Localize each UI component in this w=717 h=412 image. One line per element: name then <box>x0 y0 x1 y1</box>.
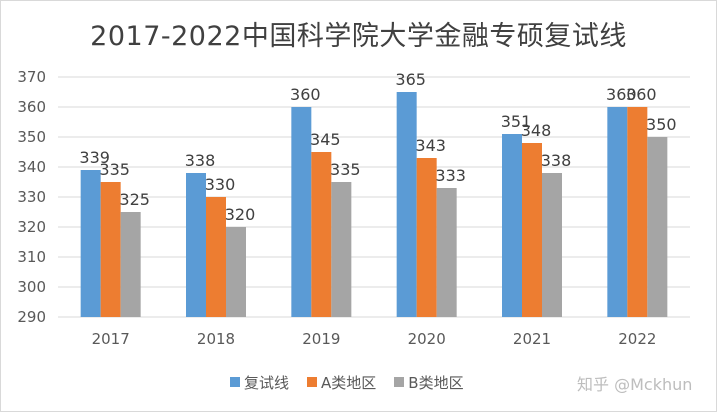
data-label: 335 <box>99 160 130 179</box>
bar <box>80 170 101 317</box>
y-tick-label: 300 <box>17 278 46 296</box>
y-tick-label: 350 <box>17 128 46 146</box>
data-label: 360 <box>626 85 657 104</box>
legend-item: B类地区 <box>394 372 464 393</box>
bar <box>416 158 437 317</box>
legend-swatch <box>394 377 405 387</box>
watermark: 知乎 @Mckhun <box>577 375 693 394</box>
x-tick-label: 2017 <box>92 330 130 348</box>
x-tick-label: 2018 <box>197 330 235 348</box>
legend: 复试线 A类地区 B类地区 <box>230 372 464 392</box>
data-label: 360 <box>606 85 637 104</box>
legend-swatch <box>230 377 240 387</box>
bar <box>647 137 668 317</box>
data-label: 350 <box>646 115 677 134</box>
data-label: 360 <box>290 85 321 104</box>
legend-item: A类地区 <box>307 372 376 393</box>
legend-label: B类地区 <box>408 373 464 392</box>
data-label: 338 <box>185 151 216 170</box>
y-tick-label: 360 <box>17 98 46 116</box>
data-label: 320 <box>225 205 256 224</box>
legend-label: A类地区 <box>321 373 377 392</box>
data-label: 339 <box>79 148 110 167</box>
x-tick-label: 2021 <box>513 330 551 348</box>
bar <box>607 107 628 317</box>
y-tick-label: 310 <box>17 248 46 266</box>
y-tick-label: 340 <box>17 158 46 176</box>
bars <box>80 92 668 317</box>
data-label: 365 <box>395 70 426 89</box>
bar <box>226 227 246 317</box>
y-tick-label: 370 <box>17 68 46 86</box>
data-label: 325 <box>119 190 150 209</box>
bar <box>436 188 457 317</box>
gridlines <box>58 76 690 318</box>
chart-title: 2017-2022中国科学院大学金融专硕复试线 <box>90 21 627 52</box>
x-tick-label: 2020 <box>408 330 446 348</box>
data-label: 338 <box>541 151 572 170</box>
data-label: 330 <box>205 175 236 194</box>
legend-label: 复试线 <box>244 373 290 392</box>
bar <box>206 197 226 317</box>
bar <box>502 134 522 317</box>
data-label: 343 <box>415 136 446 155</box>
bar <box>396 92 417 317</box>
y-tick-label: 330 <box>17 188 46 206</box>
data-label: 348 <box>521 121 552 140</box>
bar <box>100 182 121 317</box>
bar <box>311 152 332 317</box>
y-tick-label: 320 <box>17 218 46 236</box>
y-axis: 290 300 310 320 330 340 350 360 370 <box>17 68 46 326</box>
bar <box>627 107 648 317</box>
data-label: 335 <box>330 160 361 179</box>
legend-swatch <box>307 377 318 387</box>
data-label: 345 <box>310 130 341 149</box>
y-tick-label: 290 <box>17 308 46 326</box>
bar <box>331 182 352 317</box>
bar <box>291 107 312 317</box>
data-label: 351 <box>501 112 532 131</box>
bar <box>522 143 542 317</box>
data-label: 333 <box>435 166 466 185</box>
bar <box>186 173 206 317</box>
bar <box>120 212 141 317</box>
legend-item: 复试线 <box>230 372 289 393</box>
x-axis: 2017 2018 2019 2020 2021 2022 <box>92 330 657 348</box>
data-labels: 3393353253383303203603453353653433333513… <box>79 70 676 224</box>
x-tick-label: 2019 <box>302 330 340 348</box>
bar <box>542 173 562 317</box>
x-tick-label: 2022 <box>618 330 656 348</box>
